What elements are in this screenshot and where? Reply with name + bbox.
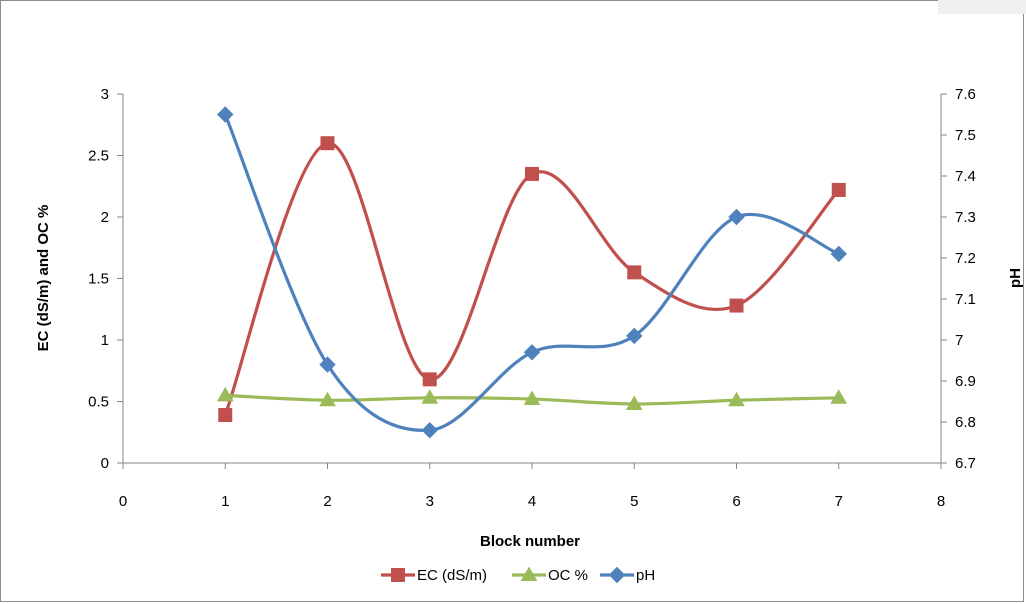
x-axis-title: Block number [480, 533, 580, 550]
legend-label-ph: pH [636, 567, 655, 584]
y-tick-label: 0 [101, 455, 109, 472]
y2-tick-label: 6.8 [955, 414, 976, 431]
data-point-oc [523, 390, 541, 406]
x-tick-label: 5 [630, 493, 638, 510]
data-point-ph [830, 245, 847, 263]
x-tick-label: 8 [937, 493, 945, 510]
data-point-ph [523, 344, 541, 361]
legend-marker-oc [520, 566, 538, 581]
y-tick-label: 3 [101, 86, 109, 103]
data-point-oc [319, 391, 336, 407]
x-tick-label: 1 [221, 493, 229, 510]
x-tick-label: 4 [528, 493, 536, 510]
y2-tick-label: 6.7 [955, 455, 976, 472]
y2-tick-label: 7.4 [955, 168, 976, 185]
y-tick-label: 1 [101, 332, 109, 349]
data-point-ec-ds-m [320, 136, 335, 151]
x-tick-label: 6 [732, 493, 740, 510]
y-axis-title-left: EC (dS/m) and OC % [35, 205, 52, 352]
y2-tick-label: 7.6 [955, 86, 976, 103]
series-lines [223, 113, 840, 432]
data-point-ph [421, 421, 438, 439]
y2-tick-label: 6.9 [955, 373, 976, 390]
series-line-ec-ds-m [223, 141, 840, 416]
series-markers [216, 106, 848, 439]
x-tick-label: 7 [835, 493, 843, 510]
data-point-ec-ds-m [831, 182, 846, 197]
tick-labels: 0 0.5 1 1.5 2 2.5 3 6.7 6.8 6.9 7 7.1 7.2 7.3 7.4 7.5 7.… [88, 86, 976, 510]
legend: EC (dS/m) OC % pH [381, 566, 655, 584]
y2-tick-label: 7 [955, 332, 963, 349]
series-line-ph [223, 113, 840, 432]
y-tick-label: 0.5 [88, 394, 109, 411]
data-point-ph [728, 208, 745, 226]
data-point-ph [217, 106, 234, 123]
data-point-ec-ds-m [218, 408, 233, 423]
data-point-oc [216, 386, 234, 402]
data-point-ec-ds-m [729, 298, 744, 313]
data-point-ec-ds-m [627, 265, 642, 280]
legend-marker-ph [608, 566, 626, 584]
data-point-oc [625, 395, 643, 410]
y-tick-label: 2 [101, 209, 109, 226]
data-point-ph [319, 356, 336, 373]
x-tick-label: 0 [119, 493, 127, 510]
corner-tab [938, 0, 1026, 14]
axes [117, 93, 947, 469]
legend-label-ec-ds-m: EC (dS/m) [417, 567, 487, 584]
data-point-ph [626, 327, 643, 345]
y-tick-label: 2.5 [88, 148, 109, 165]
data-point-ec-ds-m [422, 372, 437, 387]
data-point-oc [830, 389, 848, 404]
y-axis-title-right: pH [1007, 268, 1024, 288]
data-point-ec-ds-m [525, 166, 539, 181]
y2-tick-label: 7.2 [955, 250, 976, 267]
y2-tick-label: 7.1 [955, 291, 976, 308]
legend-label-oc: OC % [548, 567, 588, 584]
data-point-oc [728, 391, 745, 407]
legend-marker-ec-ds-m [391, 568, 405, 582]
x-tick-label: 2 [323, 493, 331, 510]
x-tick-label: 3 [426, 493, 434, 510]
y2-tick-label: 7.3 [955, 209, 976, 226]
data-point-oc [421, 389, 439, 404]
y2-tick-label: 7.5 [955, 127, 976, 144]
y-tick-label: 1.5 [88, 271, 109, 288]
